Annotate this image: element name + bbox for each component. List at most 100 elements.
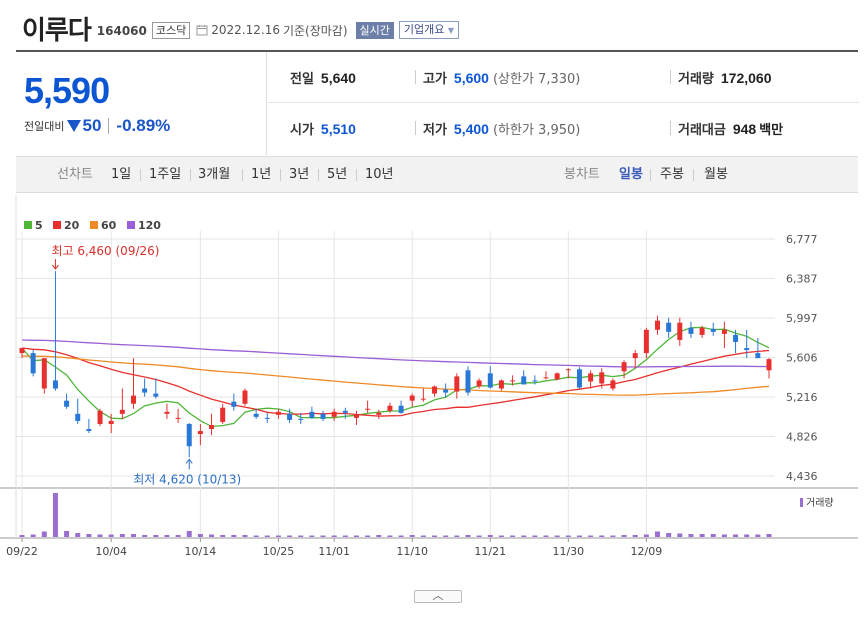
high-cell: 고가 5,600 (상한가 7,330) — [423, 52, 580, 103]
volume-bar — [432, 535, 438, 537]
period-1d-tab[interactable]: 1일 — [111, 167, 132, 182]
volume-bar — [655, 531, 661, 537]
low-annotation: 최저 4,620 (10/13) — [133, 472, 241, 486]
volume-bar — [52, 493, 58, 537]
period-3y-tab[interactable]: 3년 — [289, 167, 310, 182]
period-1w-tab[interactable]: 1주일 — [149, 167, 182, 182]
open-cell: 시가 5,510 — [290, 103, 356, 154]
candlestick-chart[interactable]: 5 20 60 120 최고 6,460 (09/26) 최저 4,620 (10/13… — [0, 195, 865, 595]
volume-bar — [287, 535, 293, 537]
volume-bar — [130, 534, 136, 537]
candle-body — [220, 407, 226, 422]
volume-bar — [721, 534, 727, 537]
volume-legend-swatch — [800, 498, 803, 507]
candle-body — [142, 388, 148, 393]
legend-label: 120 — [138, 219, 161, 232]
period-5y-tab[interactable]: 5년 — [327, 167, 348, 182]
legend-label: 60 — [101, 219, 117, 232]
volume-bar — [710, 534, 716, 537]
candle-body — [755, 353, 761, 359]
volume-bar — [175, 535, 181, 537]
cell-divider — [670, 121, 671, 135]
volume-bar — [253, 535, 259, 537]
candle-body — [52, 380, 58, 389]
low-value: 5,400 — [453, 120, 489, 137]
volume-bar — [688, 534, 694, 537]
volume-value: 172,060 — [720, 69, 772, 86]
period-1y-tab[interactable]: 1년 — [251, 167, 272, 182]
volume-bar — [621, 535, 627, 537]
volume-bar — [75, 533, 81, 537]
volume-bar — [554, 535, 560, 537]
volume-bar — [320, 535, 326, 537]
candle-body — [19, 348, 25, 354]
volume-bar — [164, 535, 170, 537]
legend-label: 5 — [35, 219, 43, 232]
candles — [19, 271, 772, 458]
volume-bar — [510, 535, 516, 537]
volume-bar — [86, 534, 92, 537]
volume-bar — [119, 534, 125, 537]
volume-bar — [342, 535, 348, 537]
chart-annotations: 최고 6,460 (09/26) 최저 4,620 (10/13) — [51, 244, 241, 486]
ma-legend: 5 20 60 120 — [24, 219, 161, 232]
legend-label: 20 — [64, 219, 80, 232]
volume-bar — [376, 535, 382, 537]
stock-chart[interactable]: 5 20 60 120 최고 6,460 (09/26) 최저 4,620 (10/13… — [0, 195, 865, 595]
open-label: 시가 — [290, 123, 314, 138]
daily-candle-tab[interactable]: 일봉 — [619, 167, 643, 182]
volume-bar — [331, 535, 337, 537]
candle-body — [721, 329, 727, 334]
candle-body — [588, 373, 594, 382]
candle-body — [231, 401, 237, 407]
tab-divider — [356, 169, 357, 181]
volume-bar — [242, 535, 248, 537]
low-arrowhead — [185, 458, 193, 464]
monthly-candle-tab[interactable]: 월봉 — [704, 167, 728, 182]
candle-body — [30, 353, 36, 374]
candle-body — [75, 413, 81, 421]
y-tick-label: 5,216 — [786, 391, 818, 404]
period-10y-tab[interactable]: 10년 — [365, 167, 394, 182]
candle-body — [365, 408, 371, 410]
candle-body — [41, 358, 47, 389]
header-divider — [16, 50, 858, 52]
candle-body — [64, 400, 70, 407]
candle-body — [677, 322, 683, 340]
current-price: 5,590 — [24, 70, 110, 111]
period-3m-tab[interactable]: 3개월 — [198, 167, 231, 182]
candle-body — [532, 380, 538, 382]
stock-name: 이루다 — [22, 15, 92, 46]
candle-body — [264, 417, 270, 419]
candle-body — [710, 328, 716, 332]
chart-period-bar: 선차트 1일 1주일 3개월 1년 3년 5년 10년 봉차트 일봉 주봉 월봉 — [16, 156, 858, 193]
company-overview-dropdown[interactable]: 기업개요 ▼ — [398, 21, 460, 39]
volume-bar — [755, 534, 761, 537]
candle-body — [543, 377, 549, 379]
line-chart-label: 선차트 — [57, 167, 93, 182]
high-annotation: 최고 6,460 (09/26) — [51, 244, 159, 258]
x-tick-label: 11/21 — [474, 545, 506, 558]
volume-bar — [64, 531, 70, 537]
price-change: 전일대비 50 -0.89% — [24, 116, 170, 136]
candle-body — [610, 380, 616, 389]
candle-body — [197, 431, 203, 435]
collapse-button[interactable]: ︿ — [414, 590, 462, 603]
prev-close-value: 5,640 — [320, 69, 356, 86]
y-axis-labels: 6,777 6,387 5,997 5,606 5,216 4,826 4,436 — [786, 233, 818, 483]
ma-line — [21, 347, 770, 417]
tab-divider — [280, 169, 281, 181]
candle-body — [186, 423, 192, 447]
candle-body — [153, 393, 159, 397]
y-tick-label: 6,387 — [786, 273, 818, 286]
candle-body — [309, 411, 315, 418]
realtime-button[interactable]: 실시간 — [355, 21, 394, 39]
volume-bar — [465, 535, 471, 537]
weekly-candle-tab[interactable]: 주봉 — [660, 167, 684, 182]
x-tick-label: 11/30 — [552, 545, 584, 558]
candle-body — [387, 405, 393, 411]
volume-bar — [677, 533, 683, 537]
ma-line — [21, 326, 770, 428]
candle-body — [376, 412, 382, 415]
volume-bar — [41, 531, 47, 537]
